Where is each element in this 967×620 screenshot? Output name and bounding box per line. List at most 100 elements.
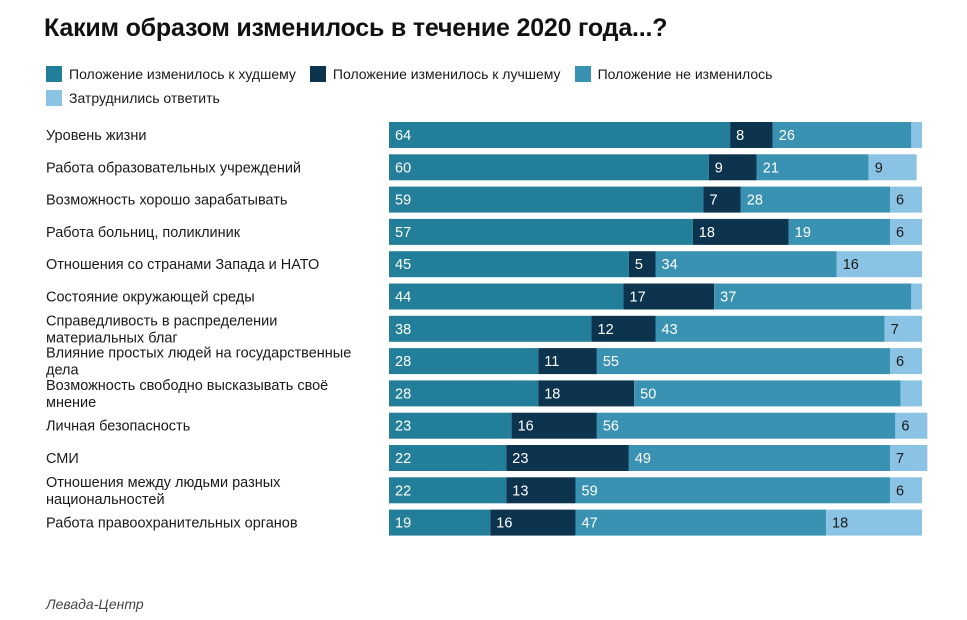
value-label-hard: 6	[896, 483, 904, 499]
bar-segment-better	[511, 412, 597, 439]
bar-segment-better	[692, 218, 789, 245]
bar-segment-hard	[890, 186, 922, 213]
legend-item-unchanged: Положение не изменилось	[574, 66, 773, 82]
bar-segment-hard	[895, 412, 928, 439]
legend-label-hard: Затруднились ответить	[69, 90, 220, 106]
value-label-worse: 19	[395, 516, 411, 532]
legend-item-hard: Затруднились ответить	[46, 90, 220, 106]
bar-segment-unchanged	[655, 251, 837, 278]
value-label-worse: 22	[395, 483, 411, 499]
value-label-better: 5	[635, 257, 643, 273]
value-label-better: 8	[736, 128, 744, 144]
bar-segment-worse	[389, 122, 731, 148]
value-label-worse: 45	[395, 257, 411, 273]
bar-segment-better	[490, 509, 576, 536]
value-label-unchanged: 28	[747, 193, 763, 209]
bar-segment-worse	[389, 477, 507, 504]
category-label: национальностей	[46, 492, 165, 508]
category-label: Влияние простых людей на государственные	[46, 346, 351, 362]
bar-segment-hard	[826, 509, 922, 536]
value-label-better: 7	[709, 193, 717, 209]
bar-segment-better	[506, 445, 629, 471]
bar-segment-hard	[900, 380, 922, 407]
bar-segment-hard	[884, 315, 922, 342]
bar-segment-better	[628, 251, 656, 278]
value-label-hard: 6	[896, 354, 904, 370]
bar-segment-better	[730, 122, 773, 148]
bar-segment-better	[703, 186, 741, 213]
value-label-better: 13	[512, 483, 528, 499]
value-label-better: 18	[699, 225, 715, 241]
bar-segment-worse	[389, 348, 539, 375]
value-label-better: 11	[544, 354, 559, 370]
legend-label-worse: Положение изменилось к худшему	[69, 66, 296, 82]
legend-label-unchanged: Положение не изменилось	[597, 66, 773, 82]
value-label-worse: 44	[395, 290, 411, 306]
value-label-hard: 9	[875, 160, 883, 176]
bar-segment-worse	[389, 283, 624, 310]
bar-segment-hard	[890, 348, 922, 375]
legend-item-better: Положение изменилось к лучшему	[309, 66, 561, 82]
value-label-better: 9	[715, 160, 723, 176]
value-label-worse: 38	[395, 322, 411, 338]
value-label-hard: 7	[896, 451, 904, 467]
value-label-unchanged: 49	[635, 451, 651, 467]
category-label: Отношения со странами Запада и НАТО	[46, 257, 319, 273]
bar-segment-unchanged	[756, 154, 869, 181]
bar-segment-better	[538, 348, 597, 375]
value-label-unchanged: 19	[795, 225, 811, 241]
value-label-better: 18	[544, 386, 560, 402]
value-label-unchanged: 50	[640, 386, 656, 402]
bar-segment-hard	[890, 218, 922, 245]
bar-segment-worse	[389, 412, 512, 439]
value-label-unchanged: 34	[662, 257, 678, 273]
bar-segment-worse	[389, 315, 592, 342]
bar-segment-hard	[890, 445, 928, 471]
bar-segment-unchanged	[596, 348, 891, 375]
bar-segment-unchanged	[575, 477, 891, 504]
value-label-better: 17	[630, 290, 646, 306]
legend-swatch-worse	[46, 66, 62, 82]
bar-segment-better	[506, 477, 576, 504]
bar-segment-unchanged	[740, 186, 891, 213]
legend-label-better: Положение изменилось к лучшему	[332, 66, 561, 82]
category-label: Состояние окружающей среды	[46, 290, 255, 306]
value-label-hard: 18	[832, 516, 848, 532]
legend-swatch-hard	[46, 90, 62, 106]
value-label-better: 12	[598, 322, 614, 338]
category-label: СМИ	[46, 451, 79, 467]
bar-segment-unchanged	[714, 283, 912, 310]
bar-segment-worse	[389, 251, 629, 278]
bar-segment-hard	[911, 122, 922, 148]
category-label: Возможность свободно высказывать своё	[46, 378, 328, 394]
chart-title: Каким образом изменилось в течение 2020 …	[44, 14, 668, 42]
source-credit: Левада-Центр	[46, 596, 144, 612]
category-label: дела	[46, 363, 80, 379]
bar-segment-worse	[389, 509, 491, 536]
value-label-unchanged: 56	[603, 419, 619, 435]
bar-segment-better	[538, 380, 635, 407]
bar-segment-unchanged	[596, 412, 896, 439]
value-label-hard: 16	[843, 257, 859, 273]
value-label-hard: 6	[901, 419, 909, 435]
legend-swatch-better	[309, 66, 326, 82]
value-label-unchanged: 59	[582, 483, 598, 499]
category-label: Работа больниц, поликлиник	[46, 225, 241, 241]
value-label-worse: 64	[395, 128, 411, 144]
value-label-worse: 60	[395, 160, 411, 176]
legend-swatch-unchanged	[574, 66, 591, 82]
value-label-worse: 23	[395, 419, 411, 435]
category-label: Справедливость в распределении	[46, 313, 277, 329]
category-label: Уровень жизни	[46, 128, 146, 144]
bar-segment-better	[708, 154, 757, 181]
bar-segment-worse	[389, 380, 539, 407]
bar-segment-hard	[868, 154, 917, 181]
value-label-unchanged: 55	[603, 354, 619, 370]
category-label: Работа образовательных учреждений	[46, 160, 301, 176]
value-label-worse: 28	[395, 386, 411, 402]
category-label: Возможность хорошо зарабатывать	[46, 193, 287, 209]
value-label-better: 16	[496, 516, 512, 532]
value-label-worse: 22	[395, 451, 411, 467]
bar-segment-unchanged	[634, 380, 901, 407]
